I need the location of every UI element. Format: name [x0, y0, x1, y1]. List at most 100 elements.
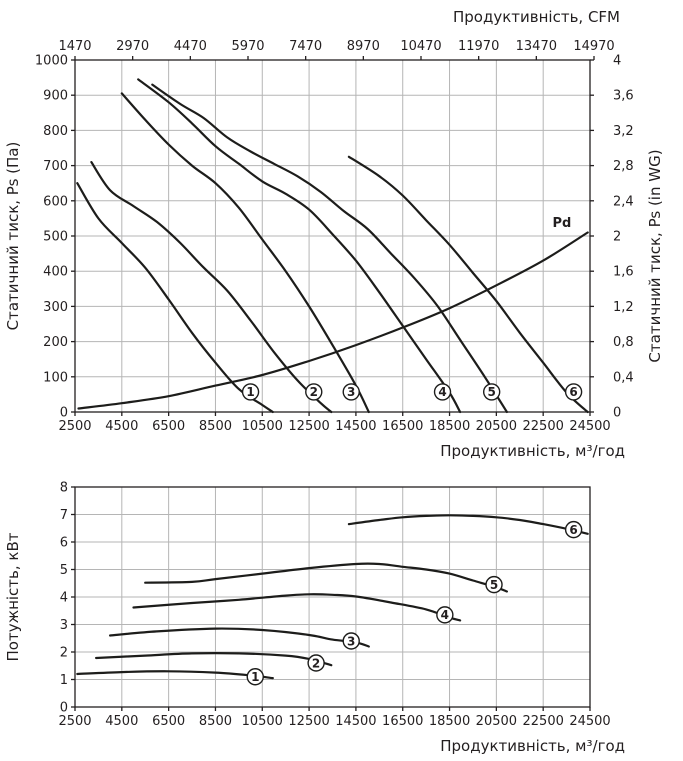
x-tick-label: 14500 [335, 419, 376, 434]
series-marker-4 [436, 606, 454, 624]
series-marker-5 [485, 575, 503, 594]
x2-axis-title: Продуктивність, CFM [453, 8, 620, 26]
x-tick-label: 8500 [199, 419, 232, 434]
series-marker-5 [482, 383, 501, 401]
series-curve-1 [76, 670, 274, 680]
y2-axis-title: Статичний тиск, Ps (in WG) [646, 149, 664, 362]
series-marker-1 [241, 383, 260, 401]
y2-tick-label: 2,8 [613, 159, 634, 174]
y2-tick-label: 4 [613, 54, 621, 69]
x2-tick-label: 13470 [516, 39, 557, 54]
series-marker-3 [342, 383, 360, 401]
x-tick-label: 12500 [288, 714, 329, 729]
series-label-5: 5 [490, 578, 498, 592]
x-tick-label: 14500 [335, 714, 376, 729]
x-axis-title: Продуктивність, м³/год [440, 442, 625, 460]
y-tick-label: 700 [43, 159, 68, 174]
x2-tick-label: 14970 [573, 39, 614, 54]
y-axis-title: Статичний тиск, Ps (Па) [4, 142, 22, 331]
y-tick-label: 4 [60, 591, 68, 606]
series-marker-2 [305, 383, 323, 401]
x-tick-label: 22500 [523, 714, 564, 729]
y-tick-label: 2 [60, 646, 68, 661]
series-curve-4 [137, 78, 462, 414]
y-tick-label: 300 [43, 300, 68, 315]
x-tick-label: 2500 [58, 419, 91, 434]
series-label-6: 6 [569, 523, 577, 537]
x-tick-label: 16500 [382, 419, 423, 434]
y2-tick-label: 0,4 [613, 370, 634, 385]
series-label-4: 4 [441, 608, 449, 622]
x-tick-label: 6500 [152, 714, 185, 729]
x-tick-label: 18500 [429, 714, 470, 729]
power-chart: 2500 4500 6500 8500 10500 12500 14500 16500 1850… [4, 481, 625, 756]
y2-tick-label: 0,8 [613, 335, 634, 350]
y-tick-label: 100 [43, 370, 68, 385]
y-tick-label: 800 [43, 124, 68, 139]
y2-tick-label: 1,6 [613, 265, 634, 280]
series-label-1: 1 [251, 670, 259, 684]
series-curve-6 [347, 514, 589, 535]
x-tick-label: 12500 [288, 419, 329, 434]
y-tick-label: 5 [60, 563, 68, 578]
y2-tick-label: 0 [613, 406, 621, 421]
x2-tick-label: 10470 [400, 39, 441, 54]
series-label-3: 3 [347, 385, 355, 399]
x2-tick-label: 4470 [174, 39, 207, 54]
x-tick-label: 18500 [429, 419, 470, 434]
y2-tick-label: 3,2 [613, 124, 634, 139]
x-tick-label: 20500 [476, 714, 517, 729]
x-tick-label: 6500 [152, 419, 185, 434]
y-tick-label: 3 [60, 618, 68, 633]
static-pressure-chart: 2500 4500 6500 8500 10500 12500 14500 16500 1850… [4, 8, 664, 460]
y-tick-label: 0 [60, 701, 68, 716]
series-curve-2 [90, 161, 333, 414]
x-tick-label: 10500 [242, 419, 283, 434]
x2-tick-label: 7470 [289, 39, 322, 54]
series-curve-5 [144, 562, 508, 593]
x-tick-label: 10500 [242, 714, 283, 729]
series-label-pd: Pd [553, 216, 572, 231]
y2-tick-label: 2,4 [613, 194, 634, 209]
series-label-3: 3 [347, 634, 355, 648]
series-label-6: 6 [569, 385, 577, 399]
series-curve-3 [109, 627, 370, 648]
x-tick-label: 24500 [569, 419, 610, 434]
x-tick-label: 16500 [382, 714, 423, 729]
y-tick-label: 0 [60, 406, 68, 421]
series-marker-3 [342, 632, 360, 650]
series-curve-5 [151, 83, 508, 414]
series-curve-pd [77, 231, 589, 410]
x-tick-label: 2500 [58, 714, 91, 729]
y-tick-label: 6 [60, 536, 68, 551]
x2-tick-label: 8970 [347, 39, 380, 54]
series-marker-1 [246, 668, 264, 686]
y-tick-label: 1000 [35, 54, 68, 69]
y2-tick-label: 3,6 [613, 89, 634, 104]
y-tick-label: 500 [43, 230, 68, 245]
x-tick-label: 4500 [105, 714, 138, 729]
series-label-2: 2 [310, 385, 318, 399]
series-marker-4 [433, 383, 452, 401]
x2-tick-label: 1470 [58, 39, 91, 54]
series-marker-2 [307, 654, 325, 672]
y-tick-label: 7 [60, 508, 68, 523]
x-axis-title: Продуктивність, м³/год [440, 737, 625, 755]
x2-tick-label: 2970 [116, 39, 149, 54]
y-tick-label: 600 [43, 194, 68, 209]
y2-tick-label: 1,2 [613, 300, 634, 315]
y-axis-title: Потужність, кВт [4, 532, 22, 661]
series-label-4: 4 [438, 385, 446, 399]
x2-tick-label: 11970 [458, 39, 499, 54]
y-tick-label: 900 [43, 89, 68, 104]
y-tick-label: 1 [60, 673, 68, 688]
series-label-2: 2 [312, 656, 320, 670]
series-label-1: 1 [246, 385, 254, 399]
x-tick-label: 24500 [569, 714, 610, 729]
series-marker-6 [564, 383, 583, 401]
y2-tick-label: 2 [613, 230, 621, 245]
y-tick-label: 200 [43, 335, 68, 350]
series-curve-1 [76, 182, 274, 414]
x-tick-label: 22500 [523, 419, 564, 434]
